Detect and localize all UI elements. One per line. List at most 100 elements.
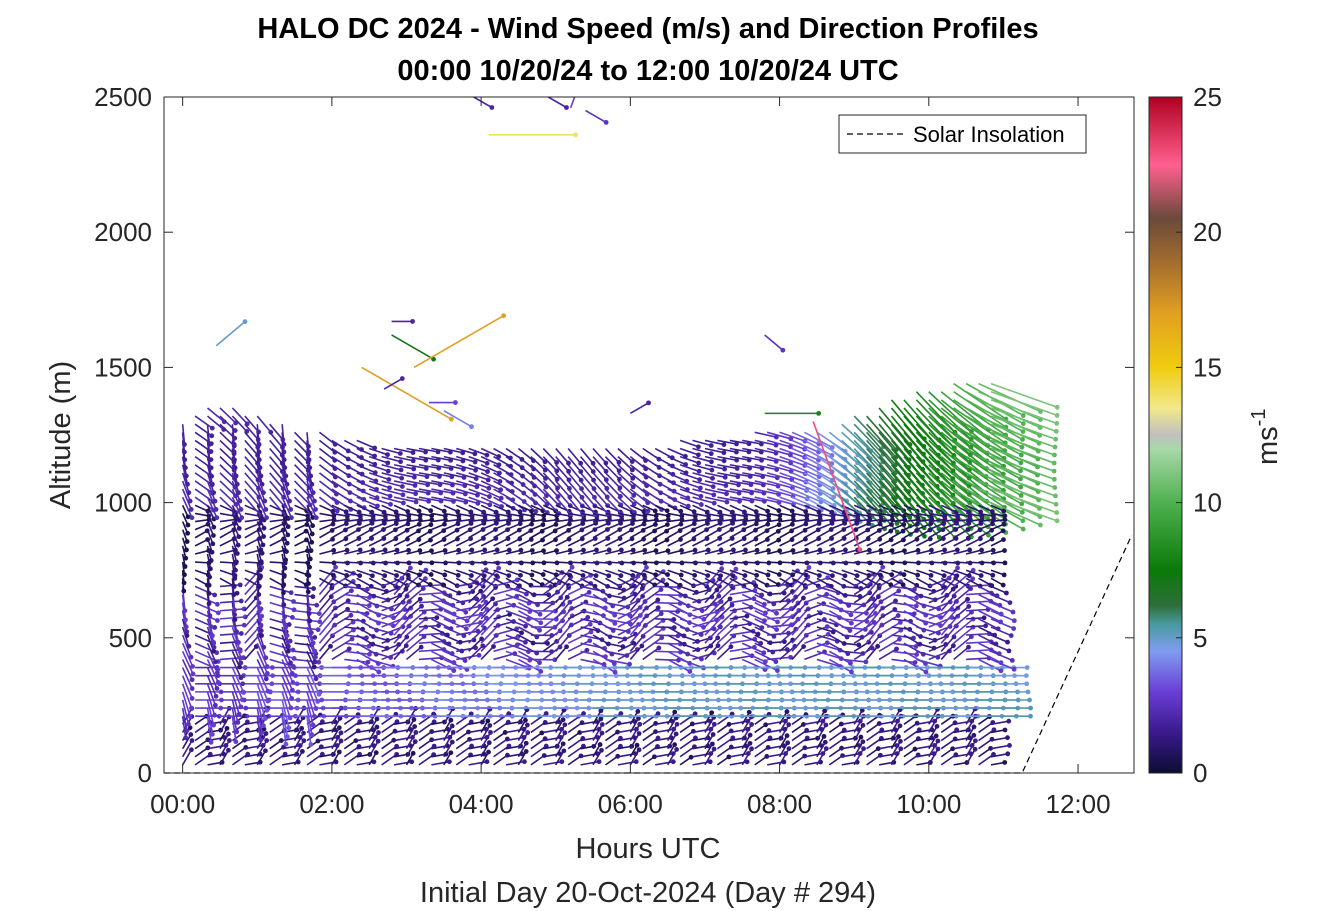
wind-vector xyxy=(816,609,840,619)
wind-vector xyxy=(318,464,336,478)
wind-vector-head xyxy=(789,521,795,527)
wind-vector-head xyxy=(364,635,369,641)
wind-vector xyxy=(443,488,466,495)
wind-vector-head xyxy=(553,537,558,543)
wind-vector xyxy=(742,549,758,555)
wind-vector xyxy=(331,569,347,577)
wind-vector xyxy=(231,746,247,758)
wind-vector xyxy=(356,464,376,474)
wind-vector-head xyxy=(455,536,460,542)
wind-vector xyxy=(754,488,779,496)
wind-vector-head xyxy=(644,565,649,570)
wind-vector xyxy=(294,447,309,463)
wind-vector-head xyxy=(524,591,529,597)
wind-vector xyxy=(331,538,347,547)
wind-vector xyxy=(766,455,791,464)
wind-vector-head xyxy=(526,616,531,622)
wind-vector xyxy=(318,480,337,495)
wind-vector xyxy=(368,585,387,593)
wind-vector-head xyxy=(213,659,218,665)
wind-vector-head xyxy=(211,648,217,654)
wind-vector-head xyxy=(763,610,768,616)
wind-vector-head xyxy=(258,737,263,743)
wind-vector-head xyxy=(715,643,721,649)
wind-vector-head xyxy=(330,521,336,527)
wind-vector xyxy=(480,472,501,483)
wind-vector xyxy=(592,472,608,489)
wind-vector xyxy=(206,707,214,735)
wind-vector-head xyxy=(428,522,434,528)
wind-vector-head xyxy=(633,759,639,765)
wind-vector xyxy=(331,638,353,653)
wind-vector xyxy=(281,707,289,737)
wind-vector-head xyxy=(357,520,362,526)
wind-vector xyxy=(505,610,529,620)
wind-vector xyxy=(878,496,912,535)
wind-vector-head xyxy=(231,449,237,455)
wind-vector-head xyxy=(859,707,865,713)
wind-vector xyxy=(431,480,453,486)
wind-vector-head xyxy=(734,449,739,455)
wind-vector-head xyxy=(261,723,266,729)
wind-vector xyxy=(692,603,716,612)
wind-vector-head xyxy=(485,469,490,474)
wind-vector xyxy=(692,637,711,644)
wind-vector xyxy=(480,624,499,644)
wind-vector-head xyxy=(616,460,622,465)
wind-vector xyxy=(890,740,902,758)
wind-vector xyxy=(455,504,472,513)
wind-vector xyxy=(754,439,777,446)
wind-vector xyxy=(181,424,186,445)
wind-vector xyxy=(393,607,412,628)
wind-vector xyxy=(431,455,451,462)
wind-vector xyxy=(630,569,645,576)
wind-vector xyxy=(431,610,454,623)
wind-vector xyxy=(567,464,582,481)
wind-vector xyxy=(704,496,728,503)
wind-vector xyxy=(754,431,777,438)
wind-vector xyxy=(853,431,884,463)
wind-vector xyxy=(828,650,851,664)
wind-vector-head xyxy=(301,738,307,744)
wind-vector xyxy=(356,736,376,742)
wind-vector xyxy=(343,504,360,513)
wind-vector xyxy=(480,537,497,547)
wind-vector xyxy=(629,723,641,741)
wind-vector xyxy=(878,580,902,596)
wind-vector-head xyxy=(187,714,193,719)
wind-vector xyxy=(729,480,752,486)
wind-vector xyxy=(555,561,571,564)
wind-vector xyxy=(294,456,309,472)
wind-vector-head xyxy=(784,709,790,714)
wind-vector xyxy=(468,549,485,555)
wind-vector-head xyxy=(788,436,794,442)
wind-vector xyxy=(679,723,693,734)
wind-vector xyxy=(754,447,777,455)
wind-vector xyxy=(406,455,426,461)
wind-vector xyxy=(667,626,685,637)
wind-vector xyxy=(293,740,305,758)
wind-vector-head xyxy=(856,642,862,648)
wind-vector xyxy=(866,645,879,660)
wind-vector xyxy=(878,744,898,750)
wind-vector xyxy=(605,650,628,657)
wind-vector xyxy=(381,569,397,577)
wind-vector xyxy=(443,538,458,547)
wind-vector-head xyxy=(888,537,894,543)
wind-vector-head xyxy=(564,594,570,600)
wind-vector xyxy=(356,658,380,673)
wind-vector-head xyxy=(928,521,934,527)
wind-vector-head xyxy=(405,536,410,542)
wind-vector xyxy=(231,424,236,445)
wind-vector xyxy=(741,634,762,645)
wind-vector xyxy=(493,455,512,467)
wind-vector-head xyxy=(893,598,898,604)
wind-vector xyxy=(704,455,725,462)
wind-vector xyxy=(431,447,451,453)
wind-vector-head xyxy=(449,723,455,729)
wind-vector xyxy=(555,732,566,750)
wind-vector-head xyxy=(762,659,768,665)
wind-vector-head xyxy=(263,507,269,512)
wind-vector xyxy=(816,658,841,668)
wind-vector xyxy=(206,488,217,510)
